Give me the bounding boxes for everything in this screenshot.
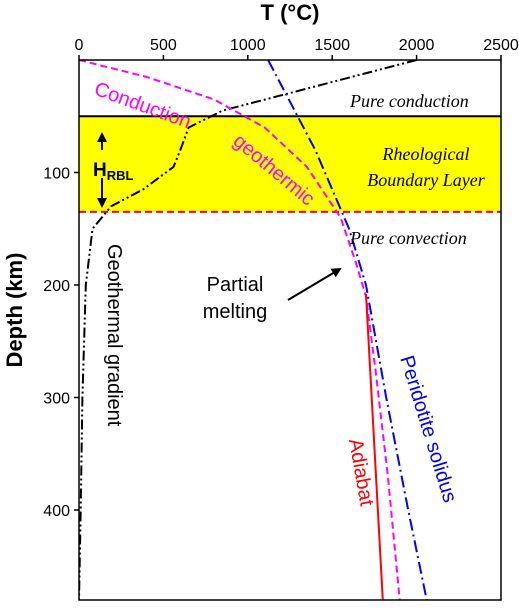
x-tick-label-2000: 2000 [399,37,435,54]
hlines-layer [79,115,501,213]
adiabat-label: Adiabat [344,437,378,508]
y-axis-title: Depth (km) [2,253,27,368]
series-geotherm [79,60,417,600]
x-tick-label-0: 0 [75,37,84,54]
pure-convection-label: Pure convection [349,228,467,248]
plot-frame [78,59,502,601]
y-tick-label-100: 100 [43,166,70,183]
y-tick-label-200: 200 [43,278,70,295]
hrbl-sub: RBL [107,168,134,183]
partial-melting-line1: Partial [207,274,264,296]
partial-melting-arrow [287,267,342,301]
hrbl-marker: HRBL [93,132,134,208]
partial-melting-line2: melting [203,301,267,323]
bands-layer [79,116,501,212]
rbl-label-line1: Rheological [382,144,470,164]
pure-conduction-label: Pure conduction [349,91,469,111]
y-tick-label-300: 300 [43,391,70,408]
series-adiabat [365,293,384,600]
y-tick-label-400: 400 [43,503,70,520]
geothermal-gradient-label: Geothermal gradient [103,244,125,427]
band-0 [79,116,501,212]
x-tick-label-2500: 2500 [483,37,519,54]
x-ticks: 0 500 1000 1500 2000 2500 [75,37,519,60]
y-ticks: 100 200 300 400 [43,166,79,520]
x-tick-label-500: 500 [150,37,177,54]
x-tick-label-1500: 1500 [314,37,350,54]
hrbl-label: HRBL [93,160,134,183]
peridotite-solidus-label: Peridotite solidus [395,353,461,505]
series-solidus [267,60,428,600]
hrbl-main: H [93,160,107,181]
x-tick-label-1000: 1000 [230,37,266,54]
x-axis-title: T (°C) [261,0,320,25]
rbl-label-line2: Boundary Layer [367,170,485,190]
series-layer [79,60,428,600]
